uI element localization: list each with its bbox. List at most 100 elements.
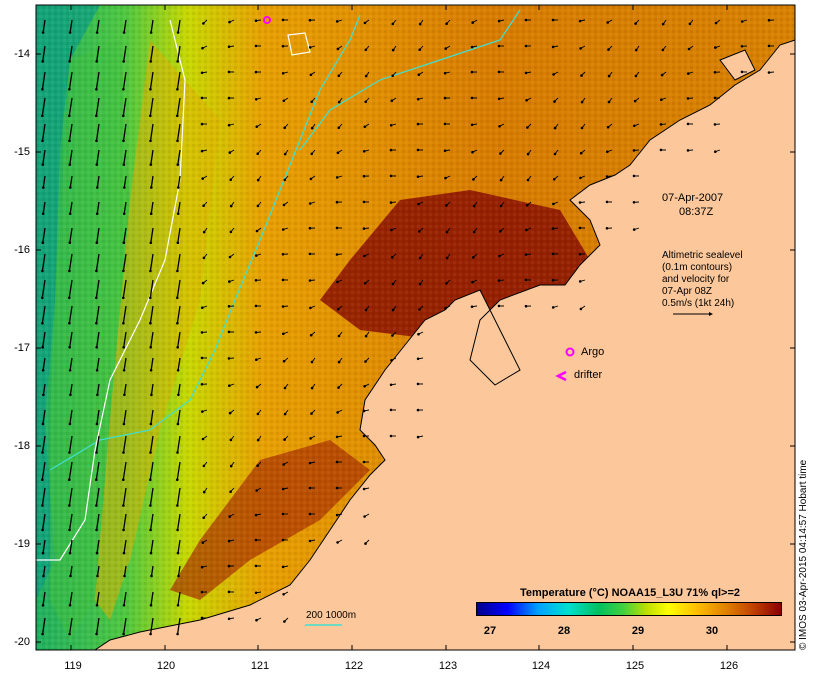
velocity-arrow-head (202, 516, 205, 519)
velocity-arrow-head (69, 574, 72, 578)
velocity-arrow-head (122, 369, 126, 372)
velocity-arrow-head (123, 393, 126, 397)
velocity-arrow (69, 175, 73, 188)
velocity-arrow-head (176, 346, 179, 349)
velocity-arrow (69, 591, 73, 606)
velocity-arrow-head (95, 632, 98, 636)
velocity-arrow-head (41, 478, 44, 482)
velocity-arrow (122, 97, 127, 116)
velocity-arrow-head (553, 126, 557, 130)
velocity-arrow-head (254, 538, 258, 542)
velocity-arrow-head (308, 252, 312, 256)
velocity-arrow (42, 383, 46, 395)
colorbar-tick: 30 (705, 625, 719, 637)
velocity-arrow-head (579, 151, 583, 155)
velocity-arrow-head (281, 72, 285, 75)
velocity-arrow-head (336, 280, 339, 284)
velocity-arrow (68, 305, 73, 324)
lat-tick-label: -14 (14, 48, 30, 60)
velocity-arrow-head (68, 31, 72, 34)
velocity-arrow (69, 45, 73, 62)
velocity-arrow (150, 149, 154, 165)
velocity-arrow-head (176, 31, 180, 34)
velocity-arrow-head (176, 241, 180, 244)
lat-tick-label: -19 (14, 538, 30, 550)
velocity-arrow (69, 565, 73, 577)
velocity-arrow (96, 539, 100, 554)
velocity-arrow-head (149, 369, 153, 372)
velocity-arrow-head (362, 150, 366, 153)
lat-tick-label: -18 (14, 440, 30, 452)
velocity-arrow-head (227, 96, 231, 100)
velocity-arrow-head (68, 478, 71, 482)
velocity-arrow (149, 123, 154, 141)
velocity-arrow-head (95, 296, 98, 300)
velocity-arrow-head (176, 321, 179, 325)
velocity-arrow-head (714, 150, 717, 153)
velocity-arrow (69, 409, 73, 425)
velocity-arrow (177, 227, 181, 243)
velocity-arrow-head (362, 227, 366, 230)
velocity-arrow (42, 357, 46, 371)
velocity-arrow-head (632, 149, 636, 152)
velocity-arrow-head (177, 574, 180, 578)
argo-marker-north (263, 16, 271, 24)
velocity-arrow-head (606, 125, 610, 129)
velocity-arrow-head (41, 241, 45, 244)
velocity-arrow-head (551, 278, 555, 282)
velocity-arrow-head (497, 304, 501, 308)
velocity-arrow-head (686, 97, 690, 100)
velocity-arrow-head (149, 504, 152, 507)
velocity-arrow-head (200, 331, 204, 334)
velocity-arrow-head (149, 604, 153, 607)
velocity-arrow (42, 201, 46, 214)
velocity-arrow (41, 617, 46, 635)
velocity-arrow-head (389, 383, 393, 387)
velocity-arrow-head (95, 139, 98, 143)
velocity-arrow-head (95, 551, 99, 555)
velocity-arrow (149, 461, 154, 480)
velocity-arrow-head (417, 332, 420, 336)
velocity-arrow (177, 201, 181, 214)
axis-ticks (36, 5, 795, 650)
velocity-arrow-head (335, 486, 339, 490)
velocity-arrow-head (41, 88, 44, 91)
velocity-arrow (122, 435, 127, 453)
velocity-arrow-head (740, 20, 744, 23)
velocity-arrow-head (578, 252, 582, 256)
velocity-arrow-head (200, 616, 204, 620)
velocity-arrow-head (470, 96, 474, 100)
velocity-arrow-head (95, 604, 99, 607)
velocity-arrow-head (68, 60, 71, 63)
velocity-arrow-head (362, 434, 366, 438)
velocity-arrow-head (364, 308, 368, 312)
velocity-arrow-head (389, 148, 393, 152)
velocity-arrow-head (363, 282, 367, 285)
velocity-arrow (176, 123, 181, 141)
lat-tick-label: -16 (14, 244, 30, 256)
velocity-arrow-head (201, 177, 204, 180)
velocity-arrow-head (68, 296, 71, 300)
velocity-arrow-head (95, 163, 99, 166)
velocity-arrow (68, 253, 73, 271)
velocity-arrow-head (68, 422, 72, 426)
velocity-arrow-head (634, 22, 637, 25)
velocity-arrow-head (471, 21, 475, 24)
velocity-arrow-head (471, 150, 474, 154)
velocity-arrow-head (767, 71, 771, 74)
map-frame (35, 4, 796, 651)
velocity-arrow (95, 513, 100, 530)
velocity-arrow (96, 565, 100, 577)
velocity-arrow (176, 253, 181, 271)
velocity-arrow-head (149, 296, 152, 300)
velocity-arrow-head (254, 44, 258, 48)
velocity-arrow (176, 71, 181, 90)
velocity-arrow-head (149, 139, 152, 143)
velocity-arrow-head (149, 551, 153, 555)
velocity-arrow-head (95, 269, 98, 273)
velocity-arrow-head (256, 464, 259, 468)
velocity-arrow-head (308, 461, 312, 465)
colorbar (476, 602, 782, 616)
velocity-arrow-head (497, 97, 501, 101)
